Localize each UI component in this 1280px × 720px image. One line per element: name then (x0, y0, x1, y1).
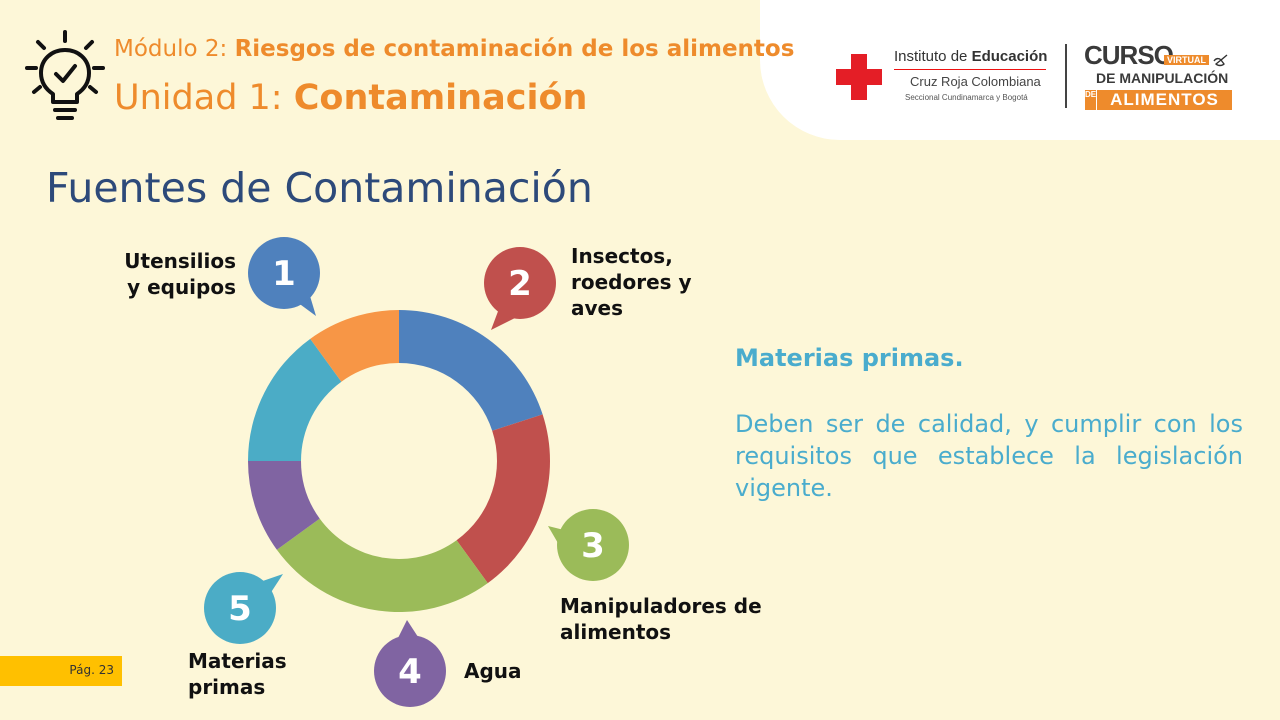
source-label-agua: Agua (464, 659, 522, 683)
badge-number-2: 2 (508, 264, 532, 304)
course-logo-virtual: VIRTUAL (1164, 55, 1209, 65)
badge-circle-4 (374, 635, 446, 707)
badge-number-4: 4 (398, 652, 422, 692)
description-body: Deben ser de calidad, y cumplir con los … (735, 410, 1243, 502)
course-logo-de: DE (1085, 90, 1096, 110)
badge-number-1: 1 (272, 254, 296, 294)
course-logo-alimentos: ALIMENTOS (1097, 90, 1232, 110)
institute-divider (894, 69, 1046, 70)
course-logo-curso: CURSO (1084, 40, 1174, 70)
logo-divider (1065, 44, 1067, 108)
badge-3: 3 (548, 509, 629, 581)
logos: Instituto de Educación Cruz Roja Colombi… (834, 40, 1244, 114)
module-heading: Módulo 2: Riesgos de contaminación de lo… (114, 36, 795, 62)
donut-segment-6 (310, 310, 399, 382)
donut-segment-3 (276, 518, 488, 612)
course-logo-manipulacion: DE MANIPULACIÓN (1096, 70, 1229, 86)
unit-heading: Unidad 1: Contaminación (114, 78, 588, 118)
donut-segment-1 (399, 310, 543, 431)
badge-number-3: 3 (581, 526, 605, 566)
red-cross-logo-icon (836, 54, 882, 100)
badge-number-5: 5 (228, 589, 252, 629)
badge-5: 5 (204, 572, 283, 644)
badge-circle-2 (484, 247, 556, 319)
badge-tail-2 (491, 306, 515, 330)
institute-subtitle: Cruz Roja Colombiana (910, 74, 1041, 89)
institute-section: Seccional Cundinamarca y Bogotá (905, 93, 1028, 102)
page-number: Pág. 23 (69, 663, 114, 677)
section-title: Fuentes de Contaminación (46, 164, 593, 212)
institute-name: Instituto de Educación (894, 48, 1048, 65)
donut-segment-5 (248, 338, 342, 461)
source-label-insectos: Insectos, roedores y aves (571, 244, 692, 320)
page-number-tag: Pág. 23 (0, 656, 122, 686)
hand-pointer-icon (1213, 54, 1228, 67)
lightbulb-check-icon (25, 30, 105, 120)
badge-4: 4 (374, 620, 446, 707)
badge-1: 1 (248, 237, 320, 316)
badge-circle-5 (204, 572, 276, 644)
source-label-materias-primas: Materias primas (188, 649, 287, 699)
donut-segment-2 (456, 414, 551, 584)
source-label-manipuladores: Manipuladores de alimentos (560, 594, 762, 644)
source-label-utensilios: Utensilios y equipos (124, 249, 236, 299)
badge-circle-3 (557, 509, 629, 581)
description-title: Materias primas. (735, 344, 964, 372)
badge-tail-4 (397, 620, 420, 640)
badge-2: 2 (484, 247, 556, 330)
badge-circle-1 (248, 237, 320, 309)
donut-segment-4 (248, 461, 320, 550)
